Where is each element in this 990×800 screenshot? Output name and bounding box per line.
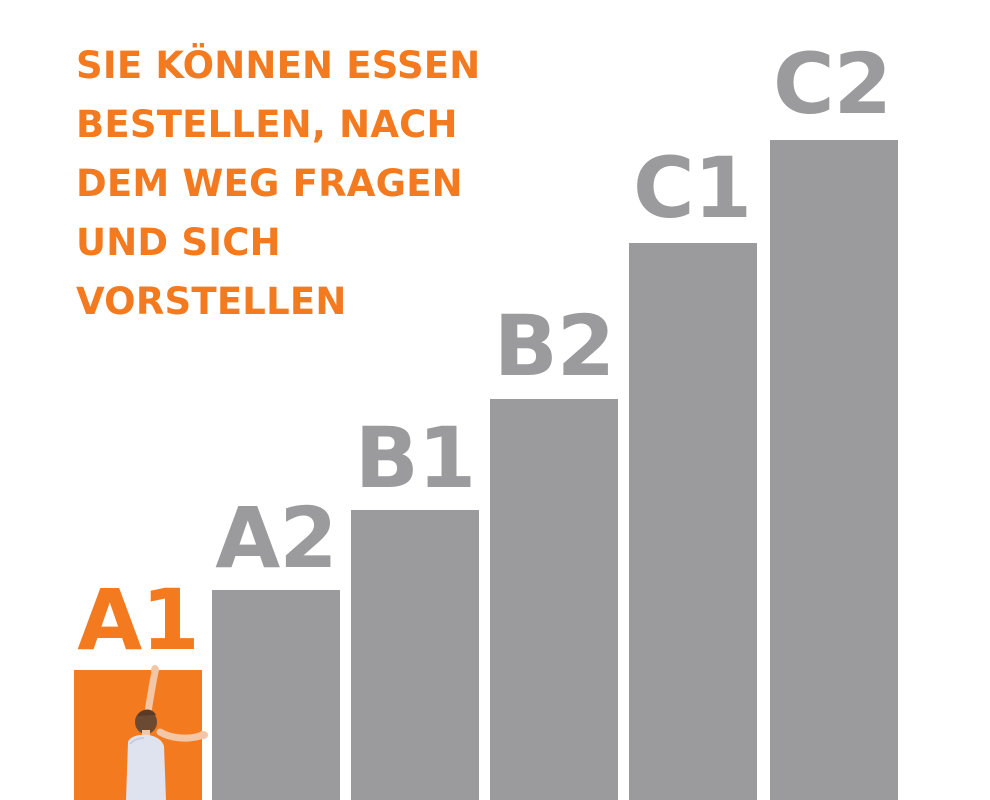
- step-label-b2: B2: [493, 297, 615, 395]
- step-label-a1: A1: [77, 571, 199, 669]
- person-climbing-icon: [126, 665, 208, 800]
- step-block-b2: [490, 399, 618, 800]
- step-block-c2: [770, 140, 898, 800]
- step-label-c2: C2: [772, 35, 892, 133]
- step-block-b1: [351, 510, 479, 800]
- step-label-c1: C1: [632, 139, 752, 237]
- description-line-1: SIE KÖNNEN ESSEN: [76, 44, 481, 87]
- description-line-2: BESTELLEN, NACH: [76, 103, 458, 146]
- step-block-a2: [212, 590, 340, 800]
- level-description: SIE KÖNNEN ESSEN BESTELLEN, NACH DEM WEG…: [76, 36, 496, 331]
- description-line-3: DEM WEG FRAGEN: [76, 162, 463, 205]
- step-block-c1: [629, 243, 757, 800]
- step-label-b1: B1: [354, 409, 476, 507]
- description-line-5: VORSTELLEN: [76, 280, 347, 323]
- step-label-a2: A2: [215, 489, 337, 587]
- description-line-4: UND SICH: [76, 221, 281, 264]
